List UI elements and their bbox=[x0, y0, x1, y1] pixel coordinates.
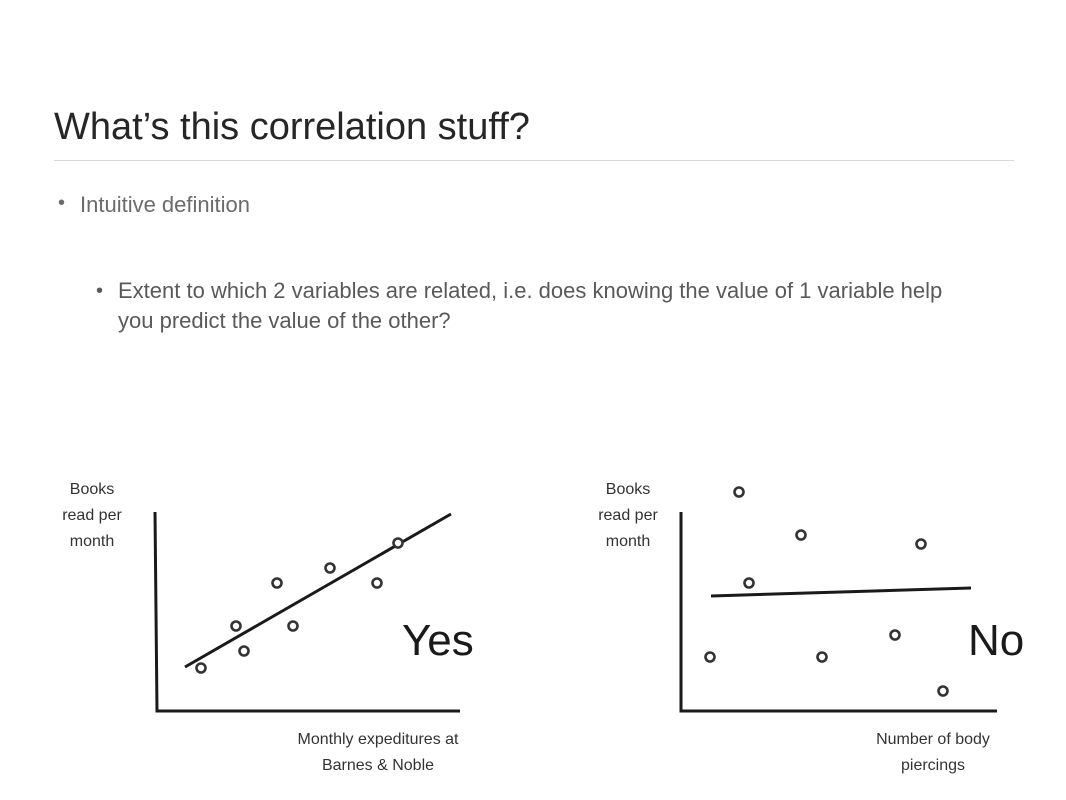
right-y-label-line: month bbox=[605, 533, 651, 550]
left-scatter-point bbox=[392, 537, 404, 549]
left-trend-line bbox=[184, 512, 452, 669]
bullet-text: Intuitive definition bbox=[80, 192, 250, 217]
right-scatter-point bbox=[743, 577, 755, 589]
left-scatter-point bbox=[230, 620, 242, 632]
left-y-label-line: Books bbox=[69, 481, 115, 498]
bullet-marker: • bbox=[96, 280, 104, 302]
left-scatter-sketch bbox=[153, 511, 460, 713]
right-scatter-point bbox=[795, 529, 807, 541]
right-y-label-line: read per bbox=[598, 507, 658, 524]
left-scatter-point bbox=[287, 620, 299, 632]
right-scatter-sketch bbox=[679, 486, 997, 713]
right-verdict-no: No bbox=[968, 616, 1025, 665]
left-verdict-yes: Yes bbox=[402, 616, 474, 665]
left-scatter-point bbox=[324, 562, 336, 574]
right-flat-line bbox=[710, 586, 972, 598]
right-scatter-point bbox=[816, 651, 828, 663]
right-x-label-line: piercings bbox=[900, 757, 966, 774]
left-axes bbox=[153, 511, 460, 713]
right-scatter-point bbox=[733, 486, 745, 498]
bullet-marker: • bbox=[58, 192, 66, 214]
right-scatter-point bbox=[937, 685, 949, 697]
left-y-label-line: month bbox=[69, 533, 115, 550]
left-scatter-point bbox=[238, 645, 250, 657]
left-scatter-point bbox=[271, 577, 283, 589]
right-scatter-point bbox=[704, 651, 716, 663]
left-x-axis-label: Monthly expeditures at Barnes & Noble bbox=[258, 727, 498, 779]
right-y-axis-label: Books read per month bbox=[578, 477, 678, 555]
right-scatter-point bbox=[915, 538, 927, 550]
left-y-label-line: read per bbox=[62, 507, 122, 524]
left-x-label-line: Barnes & Noble bbox=[321, 757, 435, 774]
right-axes bbox=[679, 512, 997, 713]
slide-title: What’s this correlation stuff? bbox=[54, 106, 530, 148]
left-x-label-line: Monthly expeditures at bbox=[297, 731, 459, 748]
left-y-axis-label: Books read per month bbox=[42, 477, 142, 555]
title-divider bbox=[54, 160, 1014, 161]
sub-bullet-text: Extent to which 2 variables are related,… bbox=[118, 278, 943, 333]
right-x-axis-label: Number of body piercings bbox=[833, 727, 1033, 779]
left-scatter-point bbox=[371, 577, 383, 589]
right-scatter-point bbox=[889, 629, 901, 641]
right-x-label-line: Number of body bbox=[876, 731, 990, 748]
right-y-label-line: Books bbox=[605, 481, 651, 498]
left-scatter-point bbox=[195, 662, 207, 674]
